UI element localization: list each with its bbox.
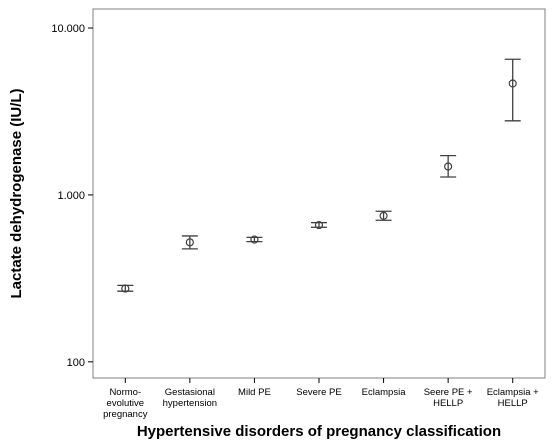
x-tick-label: Normo-evolutive pregnancy [103, 387, 148, 420]
error-bar-group [440, 154, 457, 178]
x-axis-title: Hypertensive disorders of pregnancy clas… [137, 423, 501, 440]
y-tick-label: 10.000 [51, 23, 85, 35]
x-tick-label: Severe PE [296, 387, 341, 398]
mean-marker [185, 238, 194, 247]
x-tick-label: Eclampsia + HELLP [487, 387, 539, 409]
error-bar-group [375, 210, 392, 221]
mean-marker [379, 211, 388, 220]
plot-frame [92, 8, 546, 379]
error-bars [117, 58, 521, 293]
error-bar-group [504, 58, 521, 122]
x-axis-ticks: Normo-evolutive pregnancy Gestasional hyper… [103, 378, 539, 420]
y-tick-label: 1.000 [57, 190, 85, 202]
error-bar-group [117, 284, 134, 293]
mean-marker [121, 284, 130, 293]
error-bar-group [246, 235, 263, 244]
x-tick-label: Eclampsia [362, 387, 407, 398]
y-axis-title: Lactate dehydrogenase (IU/L) [8, 88, 25, 298]
mean-marker [508, 79, 517, 88]
x-tick-label: Seere PE + HELLP [424, 387, 473, 409]
y-axis-ticks: 100 1.000 10.000 [51, 23, 93, 369]
x-tick-label: Mild PE [238, 387, 271, 398]
x-tick-label: Gestasional hypertension [163, 387, 217, 409]
error-bar-group [311, 220, 327, 230]
mean-marker [250, 235, 259, 244]
y-tick-label: 100 [67, 357, 85, 369]
error-bar-group [181, 235, 198, 250]
mean-marker [444, 162, 453, 171]
mean-marker [314, 220, 324, 230]
